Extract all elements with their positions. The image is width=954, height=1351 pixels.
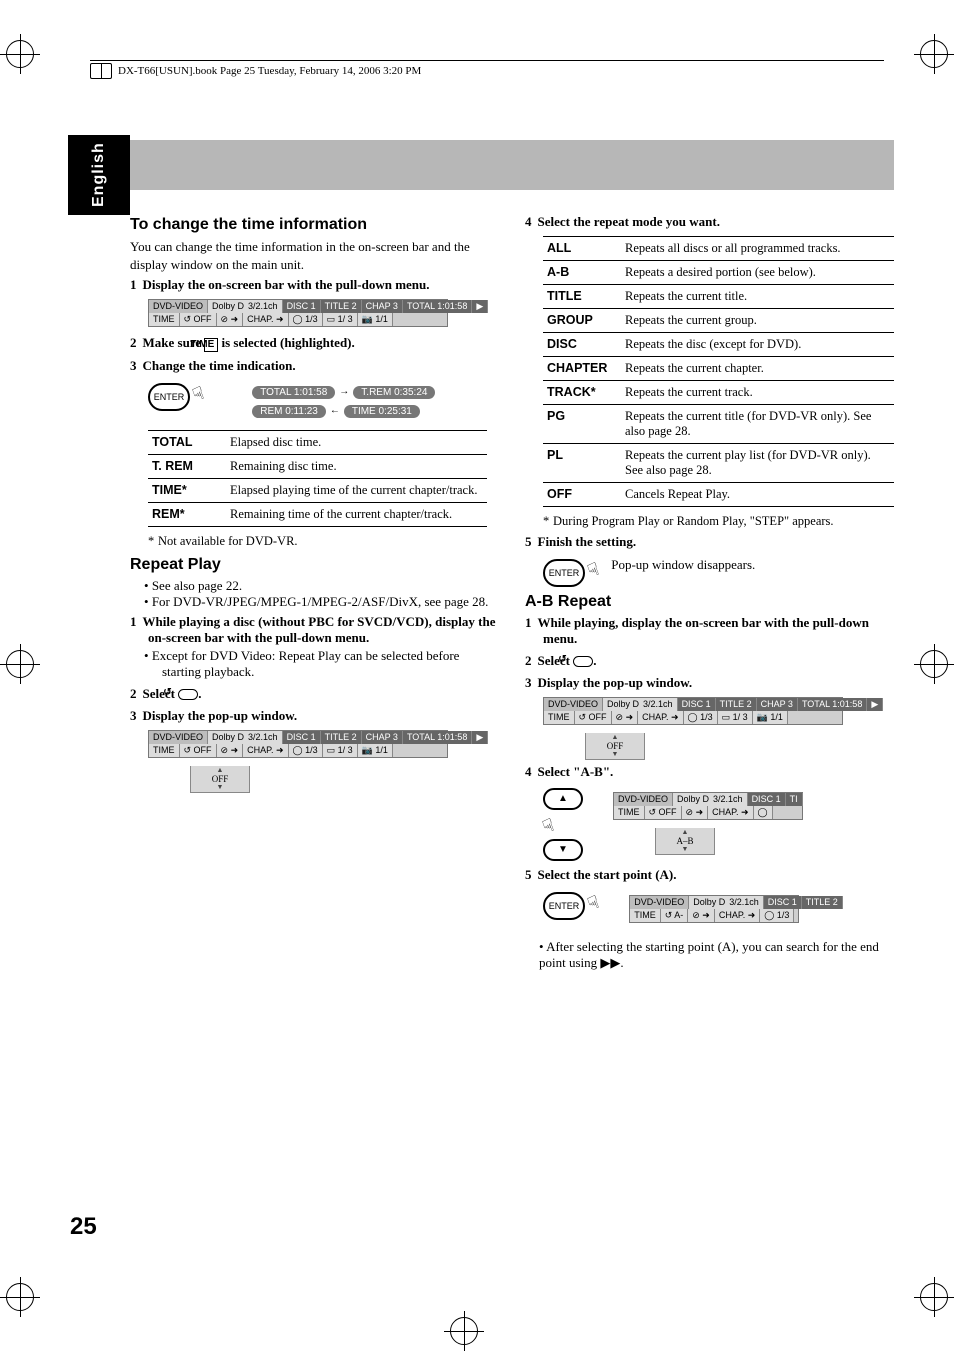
- hand-icon: ☟: [585, 559, 602, 582]
- step-item: 1While playing a disc (without PBC for S…: [130, 614, 499, 680]
- enter-button-icon: ENTER: [148, 383, 190, 411]
- heading-repeat-play: Repeat Play: [130, 556, 499, 574]
- osd-loop-a: ↺ A-: [661, 909, 689, 922]
- time-footnote: *Not available for DVD-VR.: [148, 533, 499, 550]
- crop-mark-icon: [920, 1283, 948, 1311]
- osd-sub: ▭ 1/ 3: [323, 313, 358, 326]
- repeat-icon: [178, 689, 198, 700]
- bullet-item: Except for DVD Video: Repeat Play can be…: [162, 648, 499, 680]
- up-button-icon: ▲: [543, 788, 583, 810]
- osd-cd: ◯ 1/3: [289, 313, 323, 326]
- hand-icon: ☟: [190, 383, 207, 406]
- step-item: 3Display the pop-up window.: [130, 708, 499, 724]
- step-item: 2Select .: [525, 653, 894, 669]
- repeat-icon: [573, 656, 593, 667]
- step-item: 1While playing, display the on-screen ba…: [525, 615, 894, 647]
- enter-button-icon: ENTER: [543, 892, 585, 920]
- osd-bar: DVD-VIDEO Dolby D3/2.1ch DISC 1 TITLE 2 …: [543, 697, 843, 725]
- crop-mark-icon: [6, 1283, 34, 1311]
- popup-note: Pop-up window disappears.: [611, 556, 755, 574]
- step-item: 4Select "A-B".: [525, 764, 894, 780]
- osd-bar: DVD-VIDEO Dolby D3/2.1ch DISC 1 TITLE 2 …: [148, 299, 448, 327]
- heading-ab-repeat: A-B Repeat: [525, 593, 894, 611]
- osd-title: TITLE 2: [321, 300, 362, 313]
- step-item: 4Select the repeat mode you want.: [525, 214, 894, 230]
- header-text: DX-T66[USUN].book Page 25 Tuesday, Febru…: [118, 65, 421, 77]
- repeat-mode-table: ALLRepeats all discs or all programmed t…: [543, 236, 894, 507]
- osd-dropdown: ▲ OFF ▼: [190, 766, 250, 793]
- osd-total: TOTAL 1:01:58: [403, 300, 472, 313]
- osd-angle: 📷 1/1: [358, 313, 393, 326]
- osd-loop: ↺ OFF: [180, 313, 217, 326]
- step-item: 3Change the time indication.: [130, 358, 499, 374]
- bullet-item: See also page 22.: [144, 578, 499, 594]
- pill-rem: REM 0:11:23: [252, 405, 326, 418]
- pill-trem: T.REM 0:35:24: [353, 386, 435, 399]
- osd-time: TIME: [149, 313, 180, 326]
- pill-time: TIME 0:25:31: [344, 405, 420, 418]
- top-band: [130, 140, 894, 190]
- hand-icon: ☟: [585, 892, 602, 915]
- language-tab: English: [68, 135, 130, 215]
- osd-clock-icon: ⊘ ➜: [217, 313, 244, 326]
- repeat-footnote: *During Program Play or Random Play, "ST…: [543, 513, 894, 530]
- osd-disc: DISC 1: [283, 300, 321, 313]
- step-item: 5Select the start point (A).: [525, 867, 894, 883]
- step-item: 1Display the on-screen bar with the pull…: [130, 277, 499, 293]
- time-definitions-table: TOTALElapsed disc time. T. REMRemaining …: [148, 430, 487, 527]
- step-item: 3Display the pop-up window.: [525, 675, 894, 691]
- crop-mark-icon: [450, 1317, 478, 1345]
- crop-mark-icon: [6, 40, 34, 68]
- osd-bar: DVD-VIDEO Dolby D3/2.1ch DISC 1 TITLE 2 …: [148, 730, 448, 758]
- time-intro-text: You can change the time information in t…: [130, 238, 499, 273]
- osd-play-icon: ▶: [472, 300, 488, 313]
- heading-time-info: To change the time information: [130, 216, 499, 234]
- crop-mark-icon: [920, 40, 948, 68]
- osd-chap: CHAP 3: [362, 300, 403, 313]
- enter-button-icon: ENTER: [543, 559, 585, 587]
- crop-mark-icon: [920, 650, 948, 678]
- hand-icon: ☟: [540, 815, 557, 838]
- osd-dropdown: ▲ OFF ▼: [585, 733, 645, 760]
- book-icon: [90, 63, 112, 79]
- ab-note: After selecting the starting point (A), …: [539, 939, 894, 971]
- down-button-icon: ▼: [543, 839, 583, 861]
- osd-dropdown-ab: ▲ A–B ▼: [655, 828, 715, 855]
- osd-bar-small: DVD-VIDEO Dolby D3/2.1ch DISC 1 TITLE 2 …: [629, 895, 799, 923]
- step-item: 5Finish the setting.: [525, 534, 894, 550]
- osd-chap2: CHAP. ➜: [243, 313, 288, 326]
- osd-bar-small: DVD-VIDEO Dolby D3/2.1ch DISC 1 TI TIME …: [613, 792, 803, 820]
- page-header: DX-T66[USUN].book Page 25 Tuesday, Febru…: [90, 60, 884, 79]
- crop-mark-icon: [6, 650, 34, 678]
- time-box-icon: TIME: [204, 338, 218, 352]
- pill-total: TOTAL 1:01:58: [252, 386, 335, 399]
- bullet-item: For DVD-VR/JPEG/MPEG-1/MPEG-2/ASF/DivX, …: [144, 594, 499, 610]
- step-item: 2Make sure TIME is selected (highlighted…: [130, 335, 499, 352]
- osd-dolby: Dolby D3/2.1ch: [208, 300, 283, 313]
- osd-dvd: DVD-VIDEO: [149, 300, 208, 313]
- page-number: 25: [70, 1213, 97, 1241]
- step-item: 2Select .: [130, 686, 499, 702]
